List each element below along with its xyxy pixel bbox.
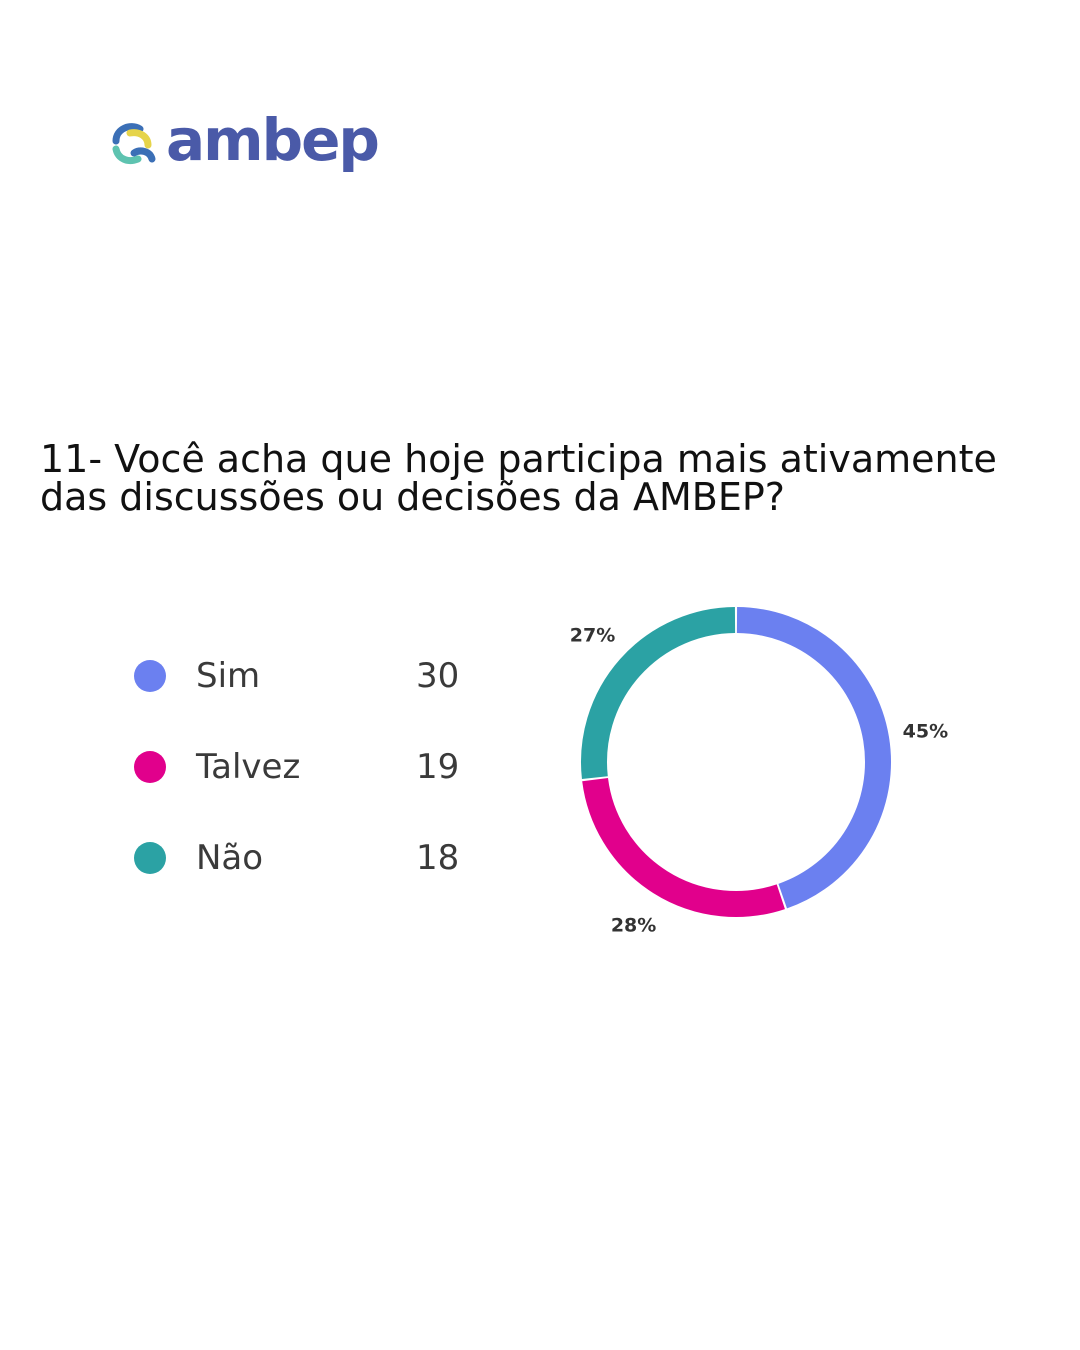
legend-item-talvez: Talvez 19 bbox=[134, 721, 474, 812]
legend-dot-talvez bbox=[134, 750, 166, 783]
legend-label-talvez: Talvez bbox=[196, 746, 301, 787]
ambep-logo-mark-icon bbox=[112, 123, 156, 165]
question-title: 11- Você acha que hoje participa mais at… bbox=[40, 437, 997, 519]
legend-label-nao: Não bbox=[196, 837, 264, 878]
donut-chart-svg: 45% 28% 27% bbox=[570, 607, 948, 936]
donut-chart: 45% 28% 27% bbox=[540, 590, 980, 950]
donut-label-talvez: 28% bbox=[611, 914, 656, 936]
legend-value-nao: 18 bbox=[416, 837, 460, 878]
donut-slice-talvez bbox=[582, 777, 785, 917]
legend-item-nao: Não 18 bbox=[134, 812, 474, 903]
chart-legend: Sim 30 Talvez 19 Não 18 bbox=[134, 630, 474, 903]
legend-dot-sim bbox=[134, 659, 166, 692]
donut-label-no: 27% bbox=[570, 624, 615, 646]
ambep-logo: ambep bbox=[108, 106, 380, 180]
legend-value-talvez: 19 bbox=[416, 746, 460, 787]
legend-value-sim: 30 bbox=[416, 655, 460, 696]
ambep-wordmark: ambep bbox=[166, 106, 380, 174]
donut-slice-no bbox=[581, 607, 736, 780]
legend-item-sim: Sim 30 bbox=[134, 630, 474, 721]
legend-label-sim: Sim bbox=[196, 655, 261, 696]
donut-label-sim: 45% bbox=[903, 721, 948, 743]
donut-slice-sim bbox=[736, 607, 891, 909]
legend-dot-nao bbox=[134, 841, 166, 874]
